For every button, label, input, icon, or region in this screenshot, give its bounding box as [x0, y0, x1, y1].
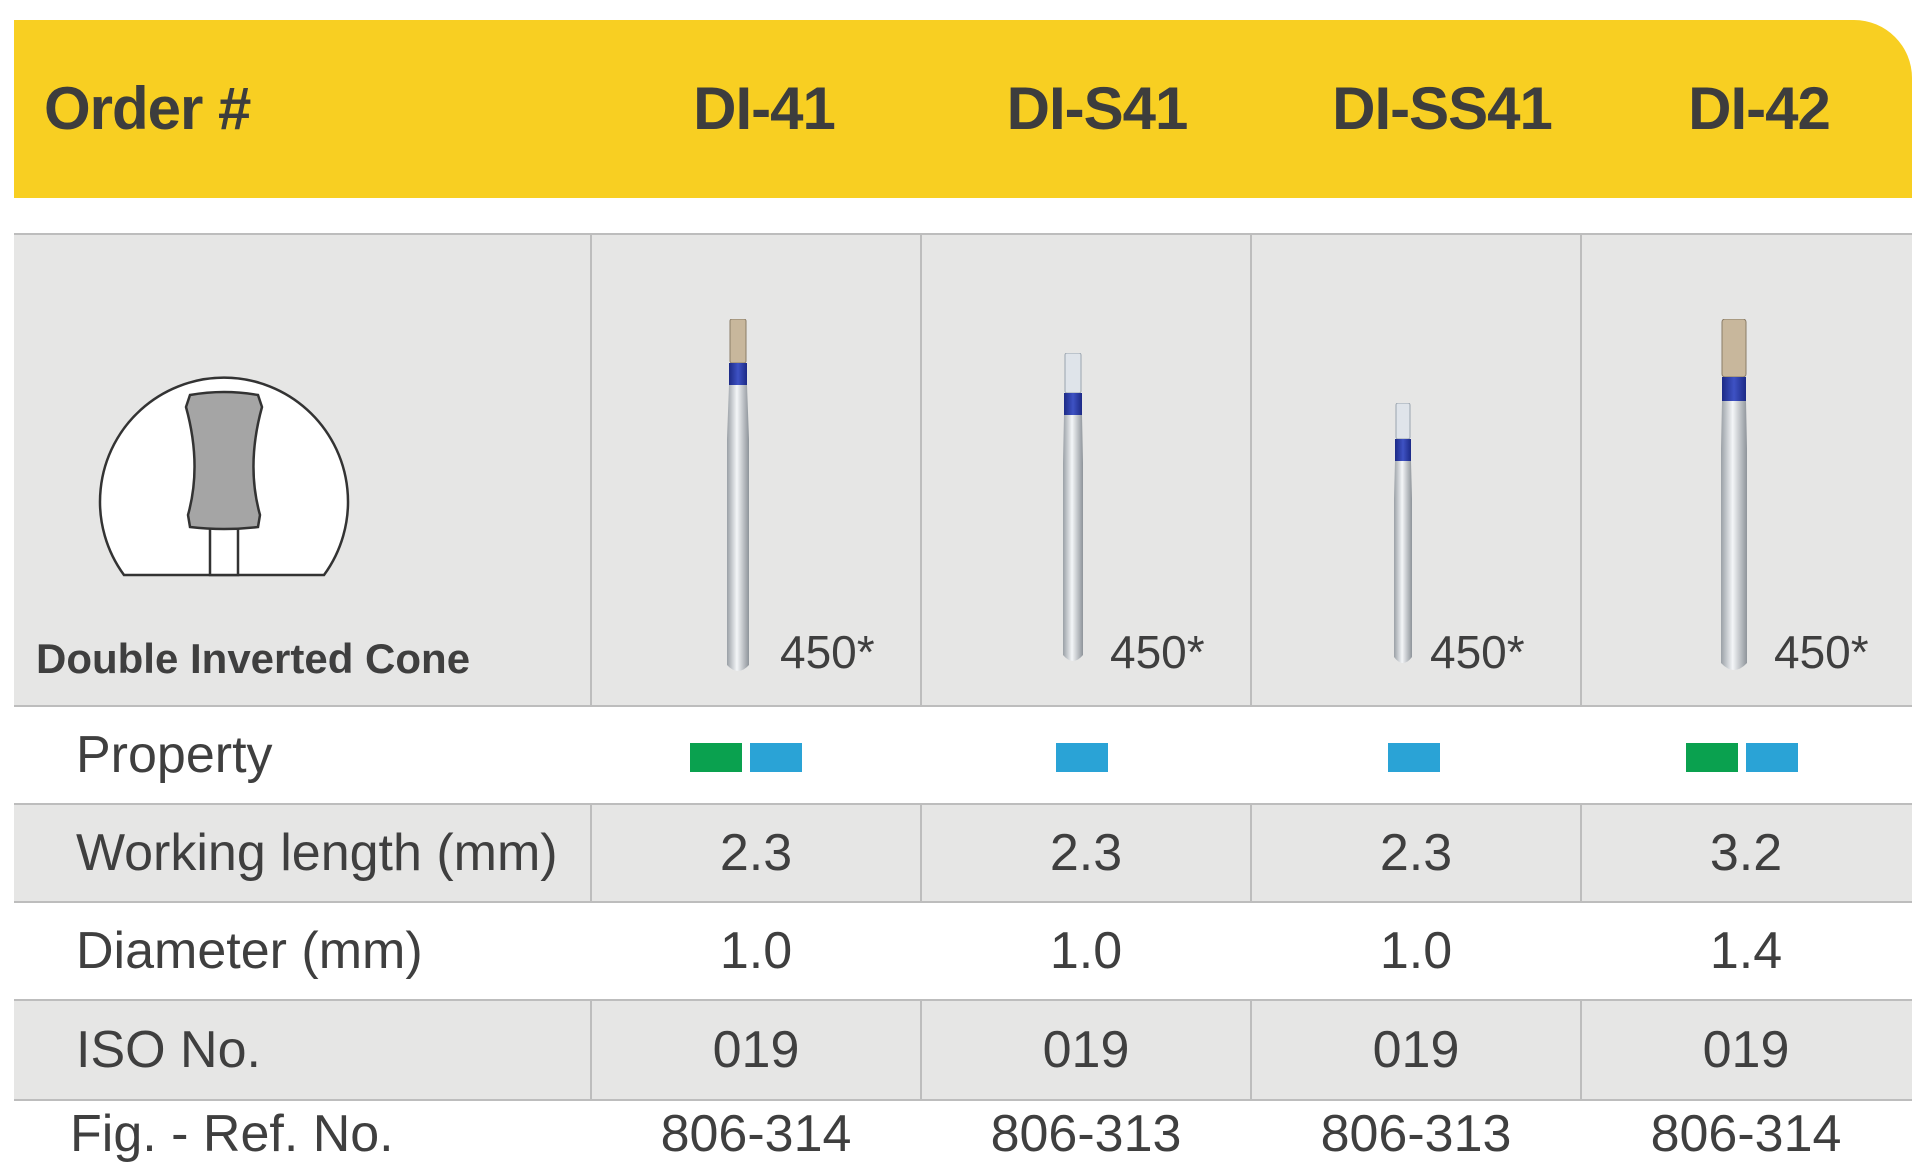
spec-table: Double Inverted Cone 450* 450*: [14, 233, 1912, 1101]
iso-label: ISO No.: [76, 1021, 261, 1079]
diameter-value-2: 1.0: [1049, 922, 1123, 980]
property-swatches-3: [1388, 743, 1440, 772]
iso-value-4: 019: [1702, 1021, 1790, 1079]
order-col-3: DI-SS41: [1332, 75, 1553, 142]
cyan-swatch: [1056, 743, 1108, 772]
iso-row: ISO No. 019 019 019 019: [14, 1001, 1912, 1101]
order-col-1: DI-41: [693, 75, 836, 142]
order-col-2: DI-S41: [1006, 75, 1189, 142]
iso-value-3: 019: [1372, 1021, 1460, 1079]
working-length-value-2: 2.3: [1049, 824, 1123, 882]
property-swatches-1: [690, 743, 802, 772]
quantity-label-4: 450*: [1774, 626, 1869, 678]
property-label: Property: [76, 726, 273, 784]
fig-ref-label: Fig. - Ref. No.: [70, 1105, 394, 1163]
fig-ref-value-1: 806-314: [660, 1105, 852, 1163]
diameter-value-3: 1.0: [1379, 922, 1453, 980]
quantity-label-1: 450*: [780, 626, 875, 678]
diameter-label: Diameter (mm): [76, 922, 423, 980]
bur-image-2: [1063, 353, 1083, 661]
iso-value-2: 019: [1042, 1021, 1130, 1079]
working-length-row: Working length (mm) 2.3 2.3 2.3 3.2: [14, 805, 1912, 903]
working-length-value-1: 2.3: [719, 824, 793, 882]
working-length-value-3: 2.3: [1379, 824, 1453, 882]
cyan-swatch: [750, 743, 802, 772]
fig-ref-row: Fig. - Ref. No. 806-314 806-313 806-313 …: [14, 1101, 1912, 1167]
property-row: Property: [14, 707, 1912, 805]
order-label: Order #: [44, 75, 251, 142]
working-length-value-4: 3.2: [1709, 824, 1783, 882]
fig-ref-value-2: 806-313: [990, 1105, 1182, 1163]
fig-ref-value-4: 806-314: [1650, 1105, 1842, 1163]
double-inverted-cone-icon: [98, 376, 350, 577]
shape-label: Double Inverted Cone: [36, 635, 471, 682]
cyan-swatch: [1388, 743, 1440, 772]
property-swatches-2: [1056, 743, 1108, 772]
iso-value-1: 019: [712, 1021, 800, 1079]
bur-image-1: [727, 319, 749, 671]
diameter-value-1: 1.0: [719, 922, 793, 980]
header-band: Order # DI-41 DI-S41 DI-SS41 DI-42: [14, 20, 1912, 198]
working-length-label: Working length (mm): [76, 824, 558, 882]
quantity-label-3: 450*: [1430, 626, 1525, 678]
green-swatch: [1686, 743, 1738, 772]
cyan-swatch: [1746, 743, 1798, 772]
diameter-row: Diameter (mm) 1.0 1.0 1.0 1.4: [14, 903, 1912, 1001]
bur-image-4: [1721, 319, 1747, 670]
order-col-4: DI-42: [1688, 75, 1831, 142]
image-row: Double Inverted Cone 450* 450*: [14, 235, 1912, 707]
diameter-value-4: 1.4: [1709, 922, 1783, 980]
quantity-label-2: 450*: [1110, 626, 1205, 678]
property-swatches-4: [1686, 743, 1798, 772]
fig-ref-value-3: 806-313: [1320, 1105, 1512, 1163]
bur-image-3: [1394, 403, 1412, 663]
green-swatch: [690, 743, 742, 772]
